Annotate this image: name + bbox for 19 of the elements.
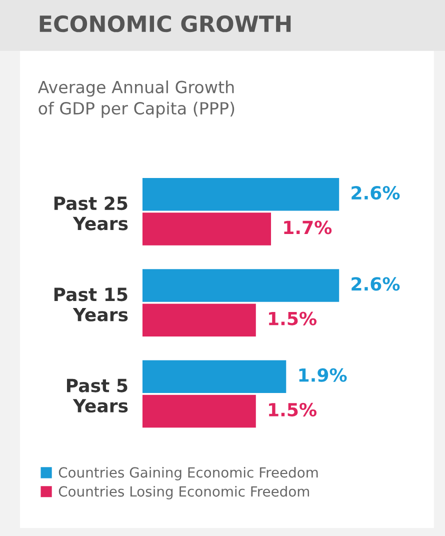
bar <box>142 394 256 428</box>
chart-title: ECONOMIC GROWTH <box>40 15 291 32</box>
y-tick-label: Past 25 Years <box>54 196 128 230</box>
bar <box>142 304 256 337</box>
bar <box>142 269 340 302</box>
legend-label: Countries Gaining Economic Freedom <box>58 466 318 480</box>
bar <box>142 178 340 211</box>
y-tick-label: Past 15 Years <box>54 288 128 322</box>
data-label: 1.5% <box>269 402 316 417</box>
data-label: 2.6% <box>352 277 400 291</box>
legend-label: Countries Losing Economic Freedom <box>58 486 310 500</box>
chart-subtitle: Average Annual Growth of GDP per Capita (PPP) <box>38 80 234 118</box>
bar <box>142 212 272 246</box>
y-tick-label: Past 5 Years <box>67 378 128 413</box>
data-label: 2.6% <box>352 186 400 200</box>
data-label: 1.9% <box>299 368 347 382</box>
data-label: 1.7% <box>284 220 332 234</box>
data-label: 1.5% <box>269 312 316 326</box>
bar <box>142 360 286 394</box>
